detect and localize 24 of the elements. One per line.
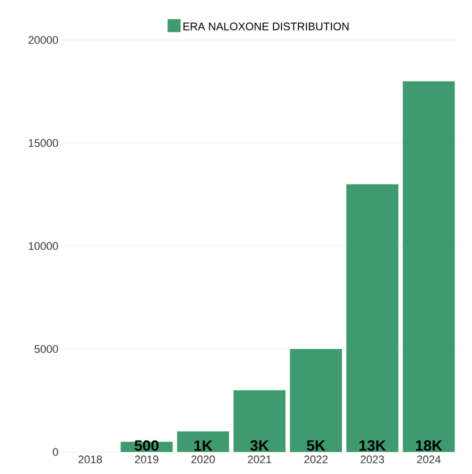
x-tick-label: 2021: [248, 456, 272, 464]
bar: [290, 349, 342, 452]
y-tick-label: 15000: [28, 139, 58, 147]
x-tick-label: 2023: [360, 456, 384, 464]
bar: [346, 184, 398, 452]
data-label: 3K: [250, 440, 269, 451]
x-tick-label: 2022: [304, 456, 328, 464]
data-label: 13K: [360, 440, 386, 451]
data-label: 5K: [306, 440, 326, 451]
y-tick-label: 5000: [34, 345, 58, 353]
x-tick-label: 2018: [78, 456, 102, 464]
x-tick-label: 2024: [417, 456, 441, 464]
y-tick-label: 10000: [28, 242, 58, 250]
data-label: 1K: [194, 440, 212, 451]
bar: [402, 81, 455, 452]
y-tick-label: 20000: [28, 36, 58, 44]
data-label: 18K: [416, 440, 442, 451]
data-label: 500: [134, 440, 158, 451]
bar: [234, 390, 286, 452]
bar: [177, 431, 230, 452]
x-tick-label: 2019: [135, 456, 158, 464]
y-tick-label: 0: [52, 448, 58, 456]
x-tick-label: 2020: [191, 456, 215, 464]
legend-label: ERA NALOXONE DISTRIBUTION: [183, 22, 349, 30]
